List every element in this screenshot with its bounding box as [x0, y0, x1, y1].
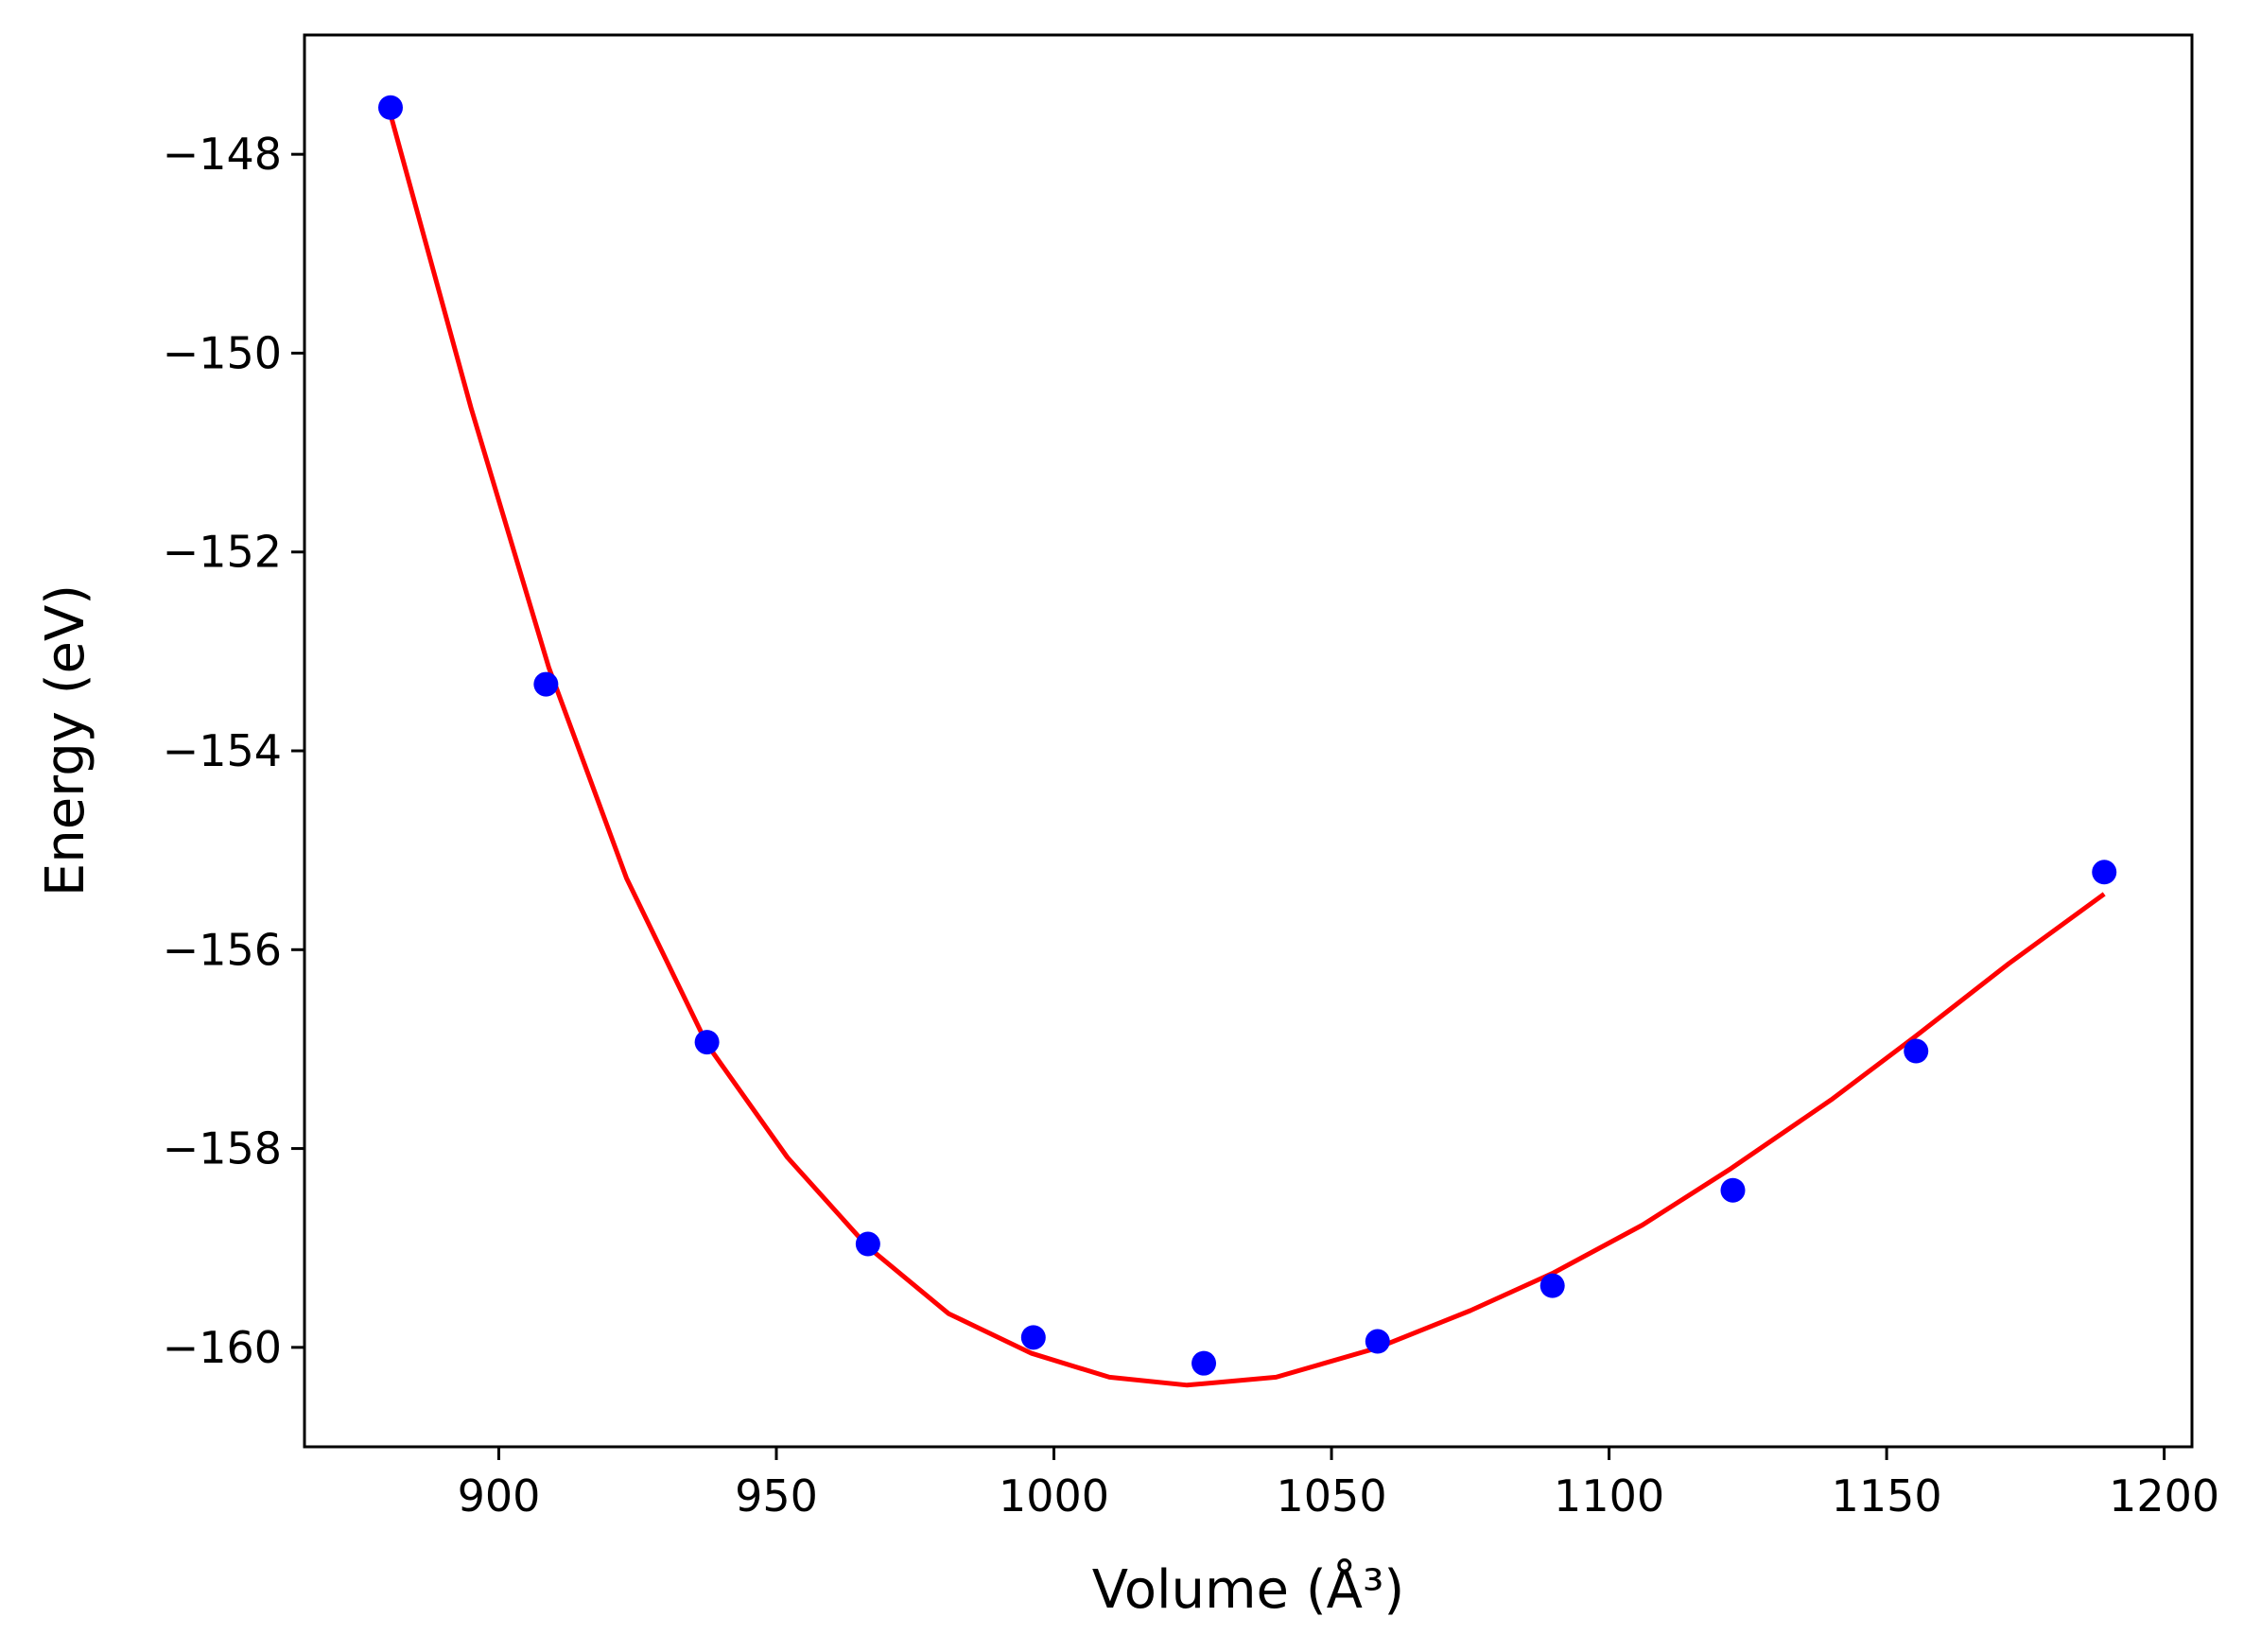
plot-area: [304, 35, 2192, 1447]
y-tick-label: −158: [163, 1123, 282, 1174]
data-point: [1721, 1178, 1746, 1203]
data-point: [1365, 1330, 1390, 1354]
y-tick-label: −160: [163, 1322, 282, 1373]
x-tick-label: 950: [735, 1470, 818, 1522]
y-tick-label: −150: [163, 327, 282, 378]
y-tick-label: −148: [163, 129, 282, 180]
data-point: [695, 1030, 720, 1054]
y-tick-label: −154: [163, 725, 282, 776]
data-point: [856, 1232, 880, 1257]
x-tick-label: 1000: [999, 1470, 1109, 1522]
x-tick-label: 1050: [1277, 1470, 1387, 1522]
y-axis-ticks: −148 −150 −152 −154 −156 −158 −160: [163, 129, 304, 1373]
x-tick-label: 1100: [1554, 1470, 1664, 1522]
x-tick-label: 1150: [1832, 1470, 1942, 1522]
x-axis-ticks: 900 950 1000 1050 1100 1150 1200: [458, 1447, 2220, 1522]
data-point: [533, 672, 558, 697]
data-point: [1904, 1039, 1928, 1064]
data-point: [2092, 860, 2116, 884]
data-point: [1540, 1274, 1565, 1298]
x-tick-label: 1200: [2109, 1470, 2219, 1522]
data-point: [1191, 1351, 1216, 1376]
y-tick-label: −156: [163, 924, 282, 975]
y-tick-label: −152: [163, 527, 282, 578]
data-point: [378, 96, 403, 120]
x-axis-label: Volume (Å³): [1092, 1558, 1405, 1621]
y-axis-label: Energy (eV): [35, 584, 96, 896]
x-tick-label: 900: [458, 1470, 541, 1522]
data-point: [1021, 1325, 1046, 1349]
